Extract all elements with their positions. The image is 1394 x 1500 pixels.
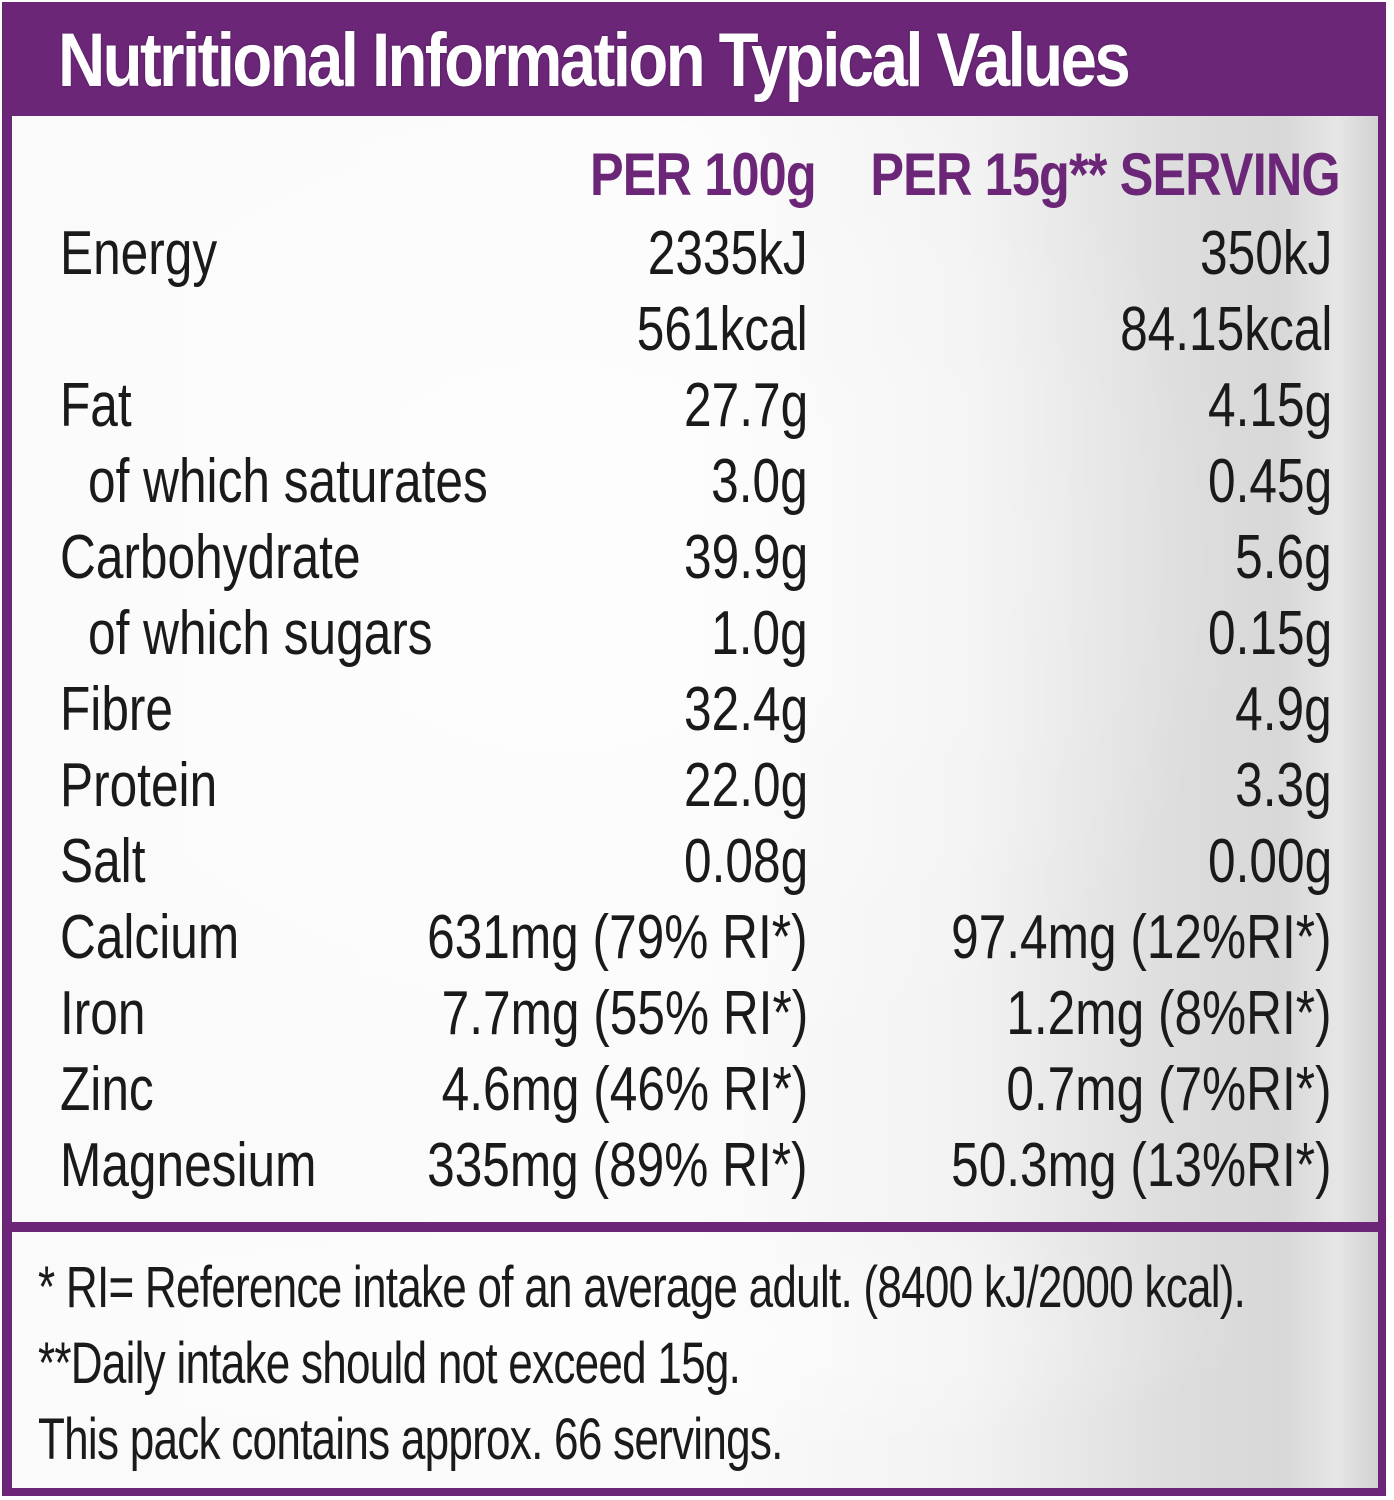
value-per-100g: 4.6mg (46% RI*) — [441, 1055, 808, 1124]
table-row-iron: Iron 7.7mg (55% RI*) 1.2mg (8%RI*) — [12, 976, 1378, 1052]
label-title: Nutritional Information Typical Values — [58, 18, 1131, 103]
footnotes: * RI= Reference intake of an average adu… — [38, 1250, 1378, 1478]
value-per-serving: 0.15g — [1207, 599, 1332, 668]
value-per-serving: 350kJ 84.15kcal — [1120, 216, 1332, 368]
nutrition-table: PER 100g PER 15g** SERVING Energy 2335kJ… — [12, 116, 1378, 1222]
nutrient-name: Carbohydrate — [60, 523, 361, 592]
nutrient-name: of which sugars — [88, 599, 433, 668]
value-per-100g: 27.7g — [683, 371, 808, 440]
value-per-100g: 1.0g — [711, 599, 808, 668]
nutrient-name: Iron — [60, 979, 146, 1048]
value-per-100g: 39.9g — [683, 523, 808, 592]
footnote-daily-intake: **Daily intake should not exceed 15g. — [38, 1331, 741, 1396]
value-per-serving: 5.6g — [1235, 523, 1332, 592]
table-row-salt: Salt 0.08g 0.00g — [12, 824, 1378, 900]
value-per-serving: 4.15g — [1207, 371, 1332, 440]
table-row-magnesium: Magnesium 335mg (89% RI*) 50.3mg (13%RI*… — [12, 1128, 1378, 1204]
value-kj: 350kJ — [1199, 219, 1332, 288]
nutrient-name: Fat — [60, 371, 132, 440]
value-per-100g: 32.4g — [683, 675, 808, 744]
value-kj: 2335kJ — [648, 219, 808, 288]
table-row-fibre: Fibre 32.4g 4.9g — [12, 672, 1378, 748]
nutrient-name: Energy — [60, 219, 218, 288]
table-row-carbohydrate: Carbohydrate 39.9g 5.6g — [12, 520, 1378, 596]
table-row-energy: Energy 2335kJ 561kcal 350kJ 84.15kcal — [12, 216, 1378, 368]
value-per-serving: 50.3mg (13%RI*) — [951, 1131, 1332, 1200]
column-header-per-100g: PER 100g — [590, 141, 817, 208]
value-per-100g: 7.7mg (55% RI*) — [441, 979, 808, 1048]
nutrient-name: Zinc — [60, 1055, 154, 1124]
value-per-100g: 22.0g — [683, 751, 808, 820]
value-kcal: 561kcal — [637, 295, 808, 364]
footnotes-panel: * RI= Reference intake of an average adu… — [12, 1232, 1378, 1488]
table-row-zinc: Zinc 4.6mg (46% RI*) 0.7mg (7%RI*) — [12, 1052, 1378, 1128]
nutrient-name: Fibre — [60, 675, 174, 744]
table-row-protein: Protein 22.0g 3.3g — [12, 748, 1378, 824]
table-row-fat: Fat 27.7g 4.15g — [12, 368, 1378, 444]
value-kcal: 84.15kcal — [1119, 295, 1332, 364]
column-header-per-serving: PER 15g** SERVING — [870, 141, 1341, 208]
footnote-servings: This pack contains approx. 66 servings. — [38, 1407, 783, 1472]
value-per-serving: 0.45g — [1207, 447, 1332, 516]
value-per-100g: 631mg (79% RI*) — [427, 903, 808, 972]
title-band: Nutritional Information Typical Values — [2, 2, 1386, 114]
footnote-ri: * RI= Reference intake of an average adu… — [38, 1255, 1246, 1320]
table-row-saturates: of which saturates 3.0g 0.45g — [12, 444, 1378, 520]
value-per-serving: 1.2mg (8%RI*) — [1006, 979, 1332, 1048]
table-row-calcium: Calcium 631mg (79% RI*) 97.4mg (12%RI*) — [12, 900, 1378, 976]
nutrient-name: of which saturates — [88, 447, 488, 516]
value-per-serving: 0.00g — [1207, 827, 1332, 896]
value-per-100g: 0.08g — [683, 827, 808, 896]
table-row-sugars: of which sugars 1.0g 0.15g — [12, 596, 1378, 672]
value-per-100g: 3.0g — [711, 447, 808, 516]
nutrient-name: Magnesium — [60, 1131, 317, 1200]
value-per-serving: 4.9g — [1235, 675, 1332, 744]
nutrient-name: Salt — [60, 827, 146, 896]
value-per-serving: 0.7mg (7%RI*) — [1006, 1055, 1332, 1124]
value-per-100g: 2335kJ 561kcal — [637, 216, 808, 368]
value-per-100g: 335mg (89% RI*) — [427, 1131, 808, 1200]
value-per-serving: 97.4mg (12%RI*) — [951, 903, 1332, 972]
nutrient-rows: Energy 2335kJ 561kcal 350kJ 84.15kcal Fa… — [12, 216, 1378, 1204]
nutrient-name: Calcium — [60, 903, 240, 972]
value-per-serving: 3.3g — [1235, 751, 1332, 820]
nutrient-name: Protein — [60, 751, 218, 820]
